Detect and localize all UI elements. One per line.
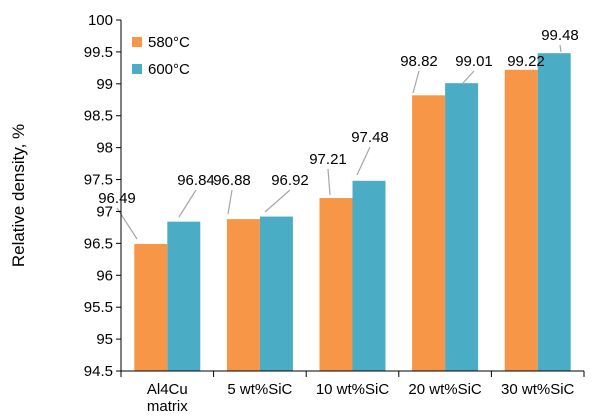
leader-line [412, 70, 420, 94]
legend-label: 580°C [148, 34, 190, 51]
y-tick-label: 95.5 [84, 299, 113, 316]
bar [259, 216, 293, 371]
bar [445, 83, 479, 372]
data-label: 96.92 [271, 172, 309, 189]
y-tick-label: 99 [96, 76, 113, 93]
data-label: 96.88 [213, 172, 251, 189]
leader-line [264, 189, 291, 213]
legend: 580°C 600°C [132, 34, 190, 78]
bar [167, 221, 201, 371]
data-labels-group: 96.49 96.88 97.21 98.82 99.22 96.84 96.92 97.48… [98, 27, 579, 207]
leader-line [356, 146, 371, 176]
x-tick-label: 20 wt%SiC [408, 381, 482, 398]
bar [537, 53, 571, 371]
legend-label: 600°C [148, 61, 190, 78]
data-label: 97.21 [309, 151, 347, 168]
y-axis-title: Relative density, % [9, 124, 28, 267]
y-tick-label: 98.5 [84, 108, 113, 125]
data-label: 96.84 [177, 172, 215, 189]
leader-line [116, 207, 138, 240]
y-tick-label: 97.5 [84, 172, 113, 189]
y-tick-label: 96.5 [84, 235, 113, 252]
x-tick-label: 5 wt%SiC [227, 381, 292, 398]
leader-line [462, 70, 475, 84]
bar [134, 244, 168, 371]
bar [319, 198, 353, 371]
leader-line [178, 189, 197, 218]
data-label: 97.48 [351, 129, 389, 146]
data-label: 96.49 [98, 190, 136, 207]
bar [504, 69, 538, 371]
data-label: 99.01 [455, 53, 493, 70]
leader-lines-group [116, 44, 562, 240]
legend-swatch [132, 37, 142, 47]
x-tick-label: 30 wt%SiC [501, 381, 575, 398]
bars-group [134, 53, 571, 372]
data-label: 99.22 [507, 53, 545, 70]
bar [226, 219, 260, 371]
x-tick-label: 10 wt%SiC [316, 381, 390, 398]
y-tick-label: 96 [96, 267, 113, 284]
y-tick-label: 97 [96, 203, 113, 220]
y-tick-label: 94.5 [84, 363, 113, 380]
x-tick-label: Al4Cu matrix [147, 381, 188, 415]
bar [412, 95, 446, 372]
leader-line [327, 168, 331, 196]
leader-line [559, 44, 562, 53]
data-label: 99.48 [541, 27, 579, 44]
axes-group: 94.5 95 95.5 96 96.5 97 97.5 98 98.5 99 99.5 100 Al4… [84, 12, 585, 415]
y-tick-label: 99.5 [84, 44, 113, 61]
y-tick-label: 98 [96, 140, 113, 157]
y-tick-label: 95 [96, 331, 113, 348]
leader-line [227, 189, 233, 215]
legend-swatch [132, 64, 142, 74]
bar [352, 180, 386, 371]
y-tick-label: 100 [88, 12, 113, 29]
data-label: 98.82 [400, 53, 438, 70]
